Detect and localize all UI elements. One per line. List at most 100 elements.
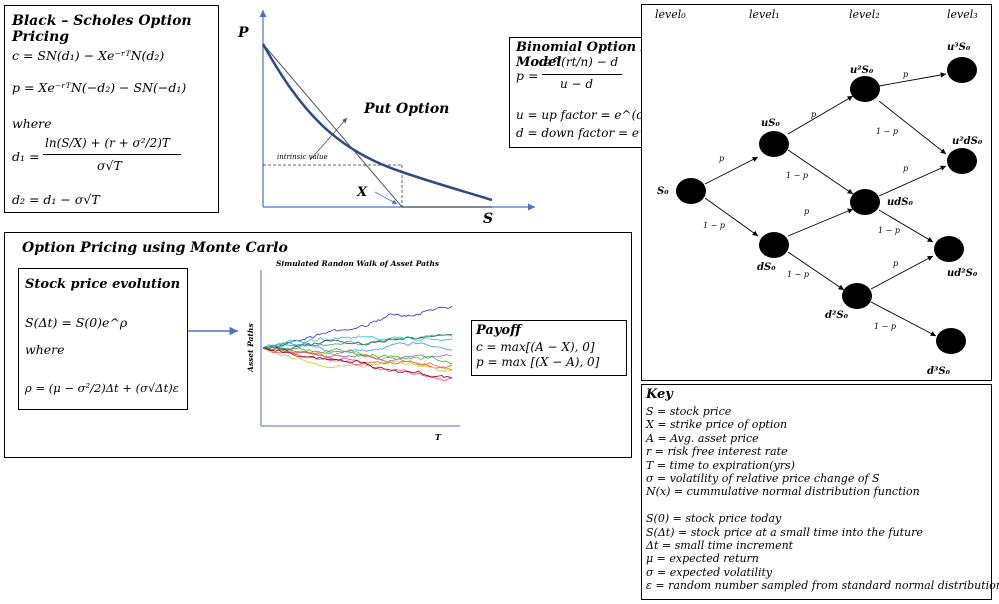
asset-path-line: [262, 334, 453, 350]
asset-path-line: [262, 335, 453, 349]
walk-y-label: Asset Paths: [246, 323, 255, 373]
black-scholes-panel: Black – Scholes Option Pricing c = SN(d₁…: [4, 5, 219, 213]
binomial-fraction-bar: [542, 74, 622, 75]
where-label: where: [12, 116, 52, 131]
level-1-label: level₁: [749, 8, 780, 21]
key-line: N(x) = cummulative normal distribution f…: [646, 485, 920, 499]
node-d2s0: [842, 283, 872, 309]
intrinsic-value-line: [262, 43, 403, 208]
payoff-panel: Payoff c = max[(A − X), 0] p = max [(X −…: [471, 320, 627, 376]
node-label-u2s0: u²S₀: [850, 65, 874, 76]
node-d3s0: [936, 328, 966, 354]
walk-paths: [262, 305, 453, 381]
stock-evolution-title: Stock price evolution: [25, 277, 181, 292]
prob-down-1a: 1 − p: [786, 171, 808, 180]
asset-path-line: [263, 347, 453, 379]
flow-arrow: [188, 326, 238, 336]
level-0-label: level₀: [655, 8, 686, 21]
node-label-u2ds0: u²dS₀: [952, 136, 983, 147]
d2-formula: d₂ = d₁ − σ√T: [12, 192, 100, 207]
binomial-tree: level₀ level₁ level₂ level₃ S₀ uS₀ dS₀ u…: [655, 8, 983, 377]
put-title: Put Option: [363, 101, 449, 117]
put-formula: p = Xe⁻ʳᵀN(−d₂) − SN(−d₁): [12, 80, 187, 95]
node-s0: [676, 178, 706, 204]
asset-path-line: [262, 305, 453, 349]
binomial-p-numerator: e^(rt/n) − d: [544, 55, 619, 69]
edge-d2s0-d3s0: [870, 301, 937, 337]
binomial-p-denominator: u − d: [560, 77, 594, 91]
prob-up-1a: p: [811, 110, 816, 119]
edge-us0-uds0: [787, 149, 854, 195]
prob-up-2a: p: [903, 70, 908, 79]
key-panel: Key S = stock price X = strike price of o…: [641, 384, 999, 600]
node-ds0: [759, 232, 789, 258]
edge-u2s0-u3s0: [878, 72, 947, 87]
payoff-title: Payoff: [476, 323, 521, 338]
key-line: μ = expected return: [646, 552, 759, 566]
node-u2s0: [850, 76, 880, 102]
node-label-s0: S₀: [657, 186, 669, 197]
call-formula: c = SN(d₁) − Xe⁻ʳᵀN(d₂): [12, 48, 165, 63]
node-ud2s0: [934, 236, 964, 262]
put-value-curve: [261, 43, 493, 202]
d1-denominator: σ√T: [97, 158, 122, 173]
prob-down-2c: 1 − p: [874, 322, 896, 331]
d1-lhs: d₁ =: [12, 149, 40, 164]
edge-u2s0-u2ds0: [878, 100, 947, 155]
prob-up-2b: p: [903, 164, 908, 173]
node-label-ds0: dS₀: [757, 262, 776, 273]
node-u2ds0: [947, 148, 977, 174]
level-3-label: level₃: [947, 8, 978, 21]
node-label-ud2s0: ud²S₀: [947, 268, 978, 279]
payoff-put: p = max [(X − A), 0]: [476, 355, 600, 369]
node-uds0: [850, 189, 880, 215]
edge-ds0-uds0: [787, 208, 854, 237]
stock-evolution-eq: S(Δt) = S(0)e^ρ: [25, 315, 128, 330]
monte-carlo-title: Option Pricing using Monte Carlo: [22, 240, 288, 256]
put-option-chart: P S Put Option X intrinsic value: [237, 10, 535, 227]
edge-uds0-ud2s0: [878, 209, 934, 243]
key-line: S(Δt) = stock price at a small time into…: [646, 525, 923, 539]
key-line: T = time to expiration(yrs): [646, 458, 795, 472]
asset-path-line: [262, 347, 453, 372]
strike-label-pointer: [374, 191, 398, 205]
prob-down-2b: 1 − p: [878, 226, 900, 235]
asset-path-line: [262, 334, 453, 351]
prob-down-1b: 1 − p: [787, 270, 809, 279]
edge-s0-us0: [704, 156, 759, 185]
prob-up-1b: p: [804, 207, 809, 216]
prob-up-0: p: [719, 154, 724, 163]
key-line: A = Avg. asset price: [646, 431, 759, 445]
d1-fraction-bar: [43, 154, 181, 155]
payoff-call: c = max[(A − X), 0]: [476, 340, 595, 354]
node-label-us0: uS₀: [761, 118, 780, 129]
edge-s0-ds0: [704, 197, 759, 237]
put-x-label: S: [483, 211, 493, 227]
node-label-uds0: udS₀: [887, 197, 913, 208]
node-label-d2s0: d²S₀: [825, 310, 849, 321]
asset-path-line: [262, 344, 452, 365]
node-label-d3s0: d³S₀: [927, 366, 951, 377]
evolution-where: where: [25, 342, 65, 357]
binomial-p-lhs: p =: [516, 68, 539, 83]
node-us0: [759, 131, 789, 157]
key-line: S = stock price: [646, 405, 732, 418]
edge-ds0-d2s0: [787, 251, 845, 291]
intrinsic-label-pointer: [309, 117, 348, 161]
strike-label: X: [356, 185, 368, 200]
edge-d2s0-ud2s0: [870, 255, 934, 290]
key-line: X = strike price of option: [646, 418, 788, 432]
node-label-u3s0: u³S₀: [947, 42, 971, 53]
d1-numerator: ln(S/X) + (r + σ²/2)T: [45, 136, 170, 150]
node-u3s0: [947, 57, 977, 83]
key-line: ε = random number sampled from standard …: [646, 579, 999, 593]
level-2-label: level₂: [849, 8, 880, 21]
key-line: r = risk free interest rate: [646, 445, 788, 459]
asset-path-line: [262, 346, 453, 363]
key-line: S(0) = stock price today: [646, 512, 782, 526]
random-walk-chart: Simulated Randon Walk of Asset Paths Ass…: [246, 259, 460, 442]
key-line: σ = volatility of relative price change …: [646, 472, 880, 485]
prob-up-2c: p: [893, 259, 898, 268]
put-y-label: P: [237, 25, 249, 41]
edge-uds0-u2ds0: [878, 165, 947, 197]
